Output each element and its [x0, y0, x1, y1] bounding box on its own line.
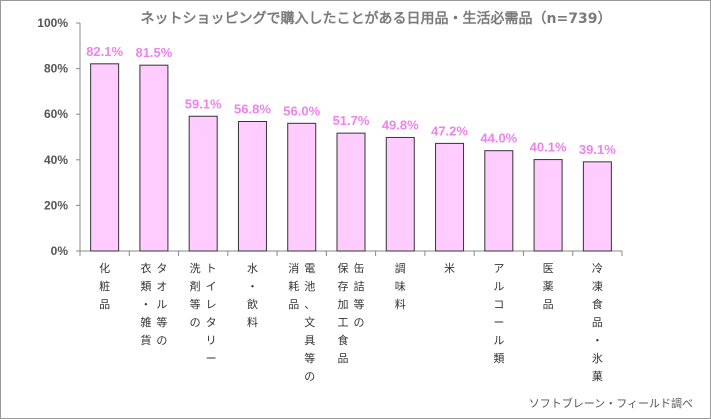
- bar: [139, 64, 169, 252]
- category-label: 衣類・雑貨: [140, 261, 151, 347]
- data-label: 81.5%: [135, 45, 172, 60]
- data-label: 51.7%: [333, 113, 370, 128]
- bar: [188, 115, 218, 252]
- y-tick-label: 20%: [44, 198, 68, 212]
- category-label: 水・飲料: [247, 262, 258, 329]
- category-label: 調味料: [395, 261, 406, 311]
- bars: [90, 63, 612, 252]
- bar: [287, 122, 317, 252]
- data-label: 40.1%: [530, 140, 567, 155]
- category-label: 保存加工食品: [338, 261, 349, 365]
- data-labels: 82.1% 81.5% 59.1% 56.8% 56.0% 51.7% 49.8% 47.2%…: [86, 44, 616, 157]
- data-label: 56.8%: [234, 101, 271, 116]
- data-label: 44.0%: [480, 131, 517, 146]
- y-tick-label: 40%: [44, 153, 68, 167]
- category-label: 米: [444, 262, 455, 275]
- bar: [237, 120, 267, 252]
- category-label: 冷凍食品・氷菓: [592, 262, 603, 383]
- bar: [336, 132, 366, 252]
- category-label: 缶詰等の: [354, 261, 365, 329]
- category-label: タオル等の: [156, 262, 167, 347]
- bar: [90, 63, 120, 252]
- bar: [533, 159, 563, 252]
- category-label: アルコール類: [493, 262, 504, 365]
- y-tick-label: 60%: [44, 107, 68, 121]
- data-label: 56.0%: [283, 103, 320, 118]
- data-label: 49.8%: [382, 117, 419, 132]
- bar: [484, 150, 514, 252]
- category-label: 化粧品: [99, 261, 110, 311]
- category-label: トイレタリー: [206, 262, 217, 365]
- source-note: ソフトブレーン・フィールド調べ: [529, 396, 693, 410]
- category-label: 医薬品: [543, 262, 554, 311]
- data-label: 39.1%: [579, 142, 616, 157]
- y-tick-label: 80%: [44, 62, 68, 76]
- y-tick-label: 0%: [51, 244, 69, 258]
- y-tick-label: 100%: [37, 16, 68, 30]
- bar: [385, 136, 415, 252]
- category-label: 洗剤等の: [190, 262, 201, 329]
- category-label: 消耗品: [288, 261, 299, 311]
- category-label: 電池、文具等の: [304, 262, 315, 383]
- chart-title: ネットショッピングで購入したことがある日用品・生活必需品（n=739）: [141, 10, 612, 27]
- data-label: 47.2%: [431, 123, 468, 138]
- y-axis: 0% 20% 40% 60% 80% 100%: [37, 16, 623, 258]
- data-label: 59.1%: [185, 96, 222, 111]
- data-label: 82.1%: [86, 44, 123, 59]
- bar: [435, 142, 465, 252]
- bar: [582, 161, 612, 252]
